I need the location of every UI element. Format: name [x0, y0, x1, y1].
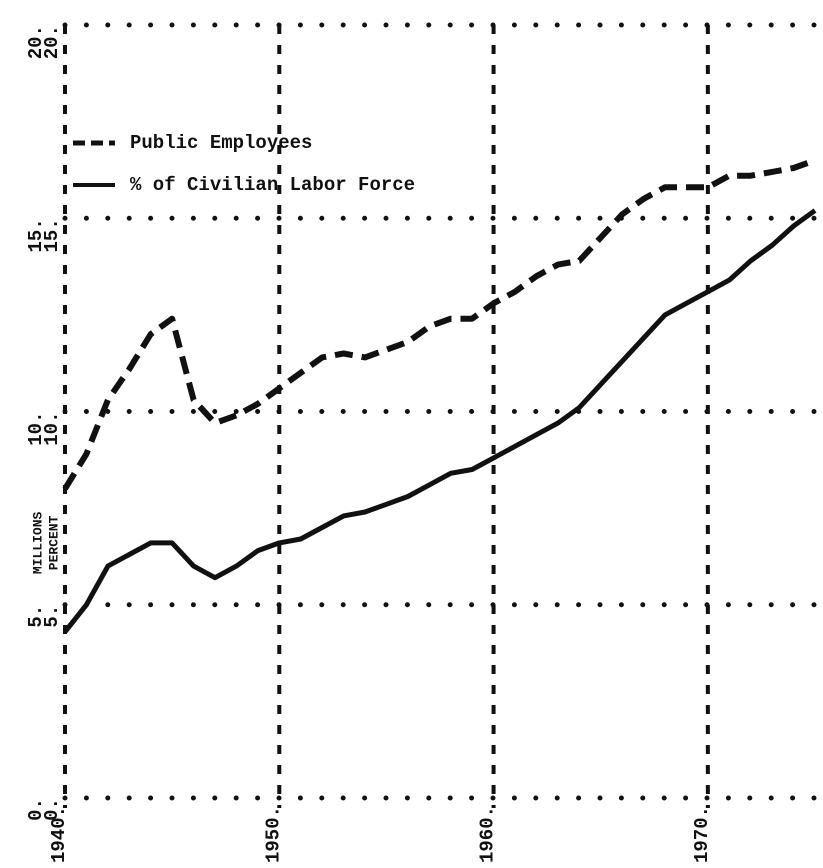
y2-tick-label: 10. [41, 412, 63, 446]
y-tick-label: 15. [25, 218, 47, 252]
x-tick-label: 1970. [691, 806, 713, 863]
series-line [62, 157, 817, 491]
y-axis-label: MILLIONS [30, 512, 45, 575]
series-line [63, 208, 817, 634]
y2-tick-label: 0. [41, 798, 63, 821]
x-tick-label: 1950. [262, 806, 284, 863]
y-tick-label: 5. [25, 605, 47, 628]
y2-tick-label: 20. [41, 25, 63, 59]
y2-tick-label: 15. [41, 218, 63, 252]
y-tick-label: 0. [25, 798, 47, 821]
x-tick-label: 1960. [477, 806, 499, 863]
legend-label: % of Civilian Labor Force [130, 174, 415, 196]
y-tick-label: 20. [25, 25, 47, 59]
y2-axis-label: PERCENT [46, 515, 61, 570]
y-tick-label: 10. [25, 412, 47, 446]
legend-label: Public Employees [130, 132, 312, 154]
x-tick-label: 1940. [48, 806, 70, 863]
y2-tick-label: 5. [41, 605, 63, 628]
